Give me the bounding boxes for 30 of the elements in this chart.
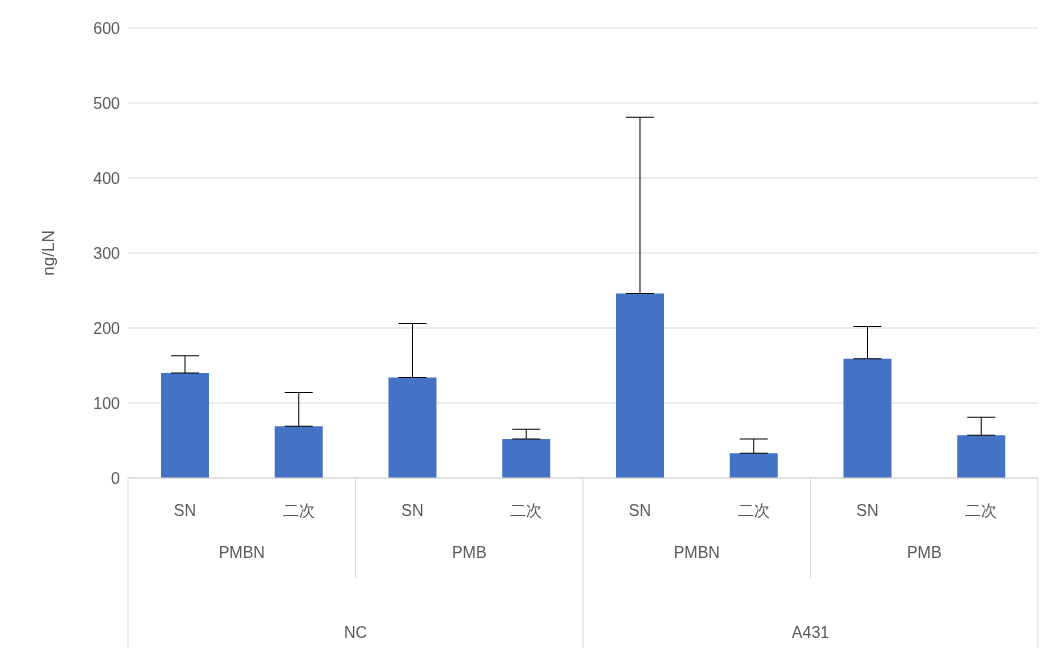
text: PMB [906,544,942,561]
y-tick-label: 100 [93,394,121,412]
x-tick-label: 二次 [737,502,770,519]
y-tick-label: 200 [93,319,121,337]
text: NC [343,624,368,641]
x-tick-label: SN [628,502,651,519]
x-tick-label: SN [401,502,424,519]
text: PMB [451,544,487,561]
y-tick-label: 400 [93,169,121,187]
bar [957,435,1006,478]
x-tick-label: SN [173,502,196,519]
y-tick-label: 600 [93,19,121,37]
bar [160,373,209,478]
x-tick-label: SN [856,502,879,519]
bar [388,377,437,478]
y-axis-title: ng/LN [39,230,59,276]
bar [615,293,664,478]
x-tick-label: 二次 [510,502,543,519]
y-tick-label: 0 [111,469,121,487]
bar [274,426,323,478]
bar [729,453,778,478]
x-tick-label: 二次 [282,502,315,519]
bar [843,358,892,478]
y-tick-label: 500 [93,94,121,112]
bar [502,439,551,478]
x-tick-label: 二次 [965,502,998,519]
text: PMBN [218,544,265,561]
text: A431 [791,624,830,641]
text: PMBN [673,544,720,561]
y-tick-label: 300 [93,244,121,262]
